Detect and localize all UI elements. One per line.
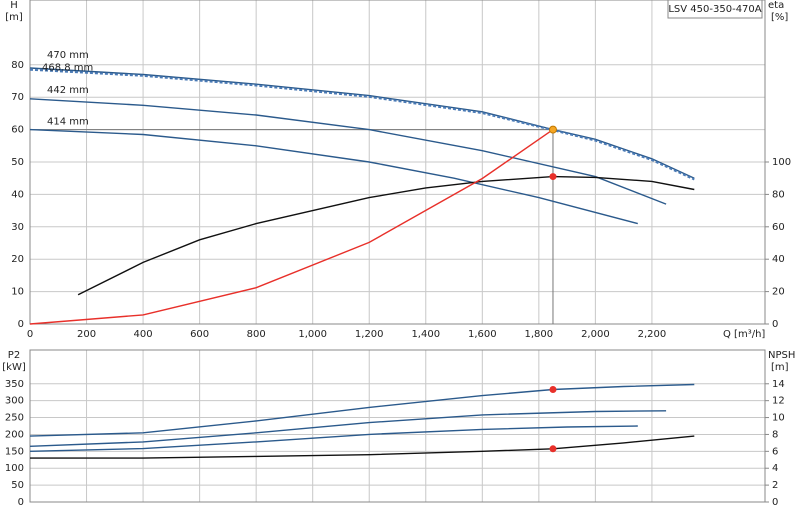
y-tick-label: 80	[11, 60, 24, 71]
y2-tick-label: 0	[772, 319, 778, 330]
y2-axis-unit: [m]	[771, 362, 789, 373]
x-tick-label: 1,000	[298, 329, 327, 340]
x-tick-label: 0	[27, 329, 33, 340]
legend-title: LSV 450-350-470A	[668, 4, 761, 15]
x-tick-label: 1,400	[411, 329, 440, 340]
curve	[29, 128, 638, 225]
curve-label: 470 mm	[47, 50, 89, 61]
y-tick-label: 0	[18, 319, 24, 330]
y2-tick-label: 14	[772, 379, 785, 390]
y2-axis-label: NPSH	[768, 350, 795, 361]
duty-point	[549, 445, 557, 453]
y2-tick-label: 2	[772, 480, 778, 491]
y2-axis-unit: [%]	[771, 12, 788, 23]
curve	[30, 435, 695, 459]
duty-point	[549, 386, 557, 394]
curve-label: 468.8 mm	[42, 63, 93, 74]
y-tick-label: 70	[11, 92, 24, 103]
plot-frame	[29, 349, 766, 503]
y-tick-label: 10	[11, 287, 24, 298]
y-tick-label: 0	[18, 497, 24, 508]
y-tick-label: 50	[11, 480, 24, 491]
y-tick-label: 300	[5, 396, 24, 407]
y2-tick-label: 12	[772, 396, 785, 407]
duty-point	[549, 173, 557, 181]
y2-tick-label: 0	[772, 497, 778, 508]
y-tick-label: 150	[5, 446, 24, 457]
y-tick-label: 250	[5, 413, 24, 424]
y2-axis-label: eta	[768, 0, 784, 11]
curve-label: 414 mm	[47, 117, 89, 128]
curve	[29, 425, 638, 452]
x-tick-label: 2,200	[638, 329, 667, 340]
marks-layer: 470 mm 468.8 mm 442 mm 414 mm	[29, 50, 695, 459]
y2-tick-label: 6	[772, 446, 778, 457]
curve	[29, 383, 695, 437]
x-axis-label: Q [m³/h]	[723, 329, 765, 340]
y-tick-label: 30	[11, 222, 24, 233]
y-axis-unit: [kW]	[2, 362, 26, 373]
y2-tick-label: 80	[772, 189, 785, 200]
x-tick-label: 400	[134, 329, 153, 340]
y2-tick-label: 20	[772, 287, 785, 298]
y-tick-label: 20	[11, 254, 24, 265]
y-tick-label: 350	[5, 379, 24, 390]
curve	[29, 129, 554, 325]
y-tick-label: 40	[11, 189, 24, 200]
y2-tick-label: 10	[772, 413, 785, 424]
y-tick-label: 60	[11, 125, 24, 136]
x-tick-label: 1,200	[355, 329, 384, 340]
x-tick-label: 800	[247, 329, 266, 340]
curve	[77, 175, 695, 296]
curve	[29, 98, 667, 205]
curve	[29, 410, 667, 447]
y-tick-label: 200	[5, 429, 24, 440]
y-axis-label: H	[10, 0, 18, 11]
legend-box	[667, 0, 763, 19]
curve	[29, 68, 695, 181]
x-tick-label: 600	[190, 329, 209, 340]
x-tick-label: 200	[77, 329, 96, 340]
y-axis-unit: [m]	[5, 12, 23, 23]
y2-tick-label: 100	[772, 157, 791, 168]
y2-tick-label: 40	[772, 254, 785, 265]
curve	[29, 67, 695, 179]
y-tick-label: 100	[5, 463, 24, 474]
x-tick-label: 1,600	[468, 329, 497, 340]
y2-tick-label: 8	[772, 429, 778, 440]
plot-frame	[29, 0, 766, 325]
y2-tick-label: 4	[772, 463, 778, 474]
duty-point	[548, 125, 557, 134]
y-axis-label: P2	[8, 350, 20, 361]
x-tick-label: 1,800	[525, 329, 554, 340]
curve-label: 442 mm	[47, 85, 89, 96]
x-tick-label: 2,000	[581, 329, 610, 340]
y-tick-label: 50	[11, 157, 24, 168]
y2-tick-label: 60	[772, 222, 785, 233]
